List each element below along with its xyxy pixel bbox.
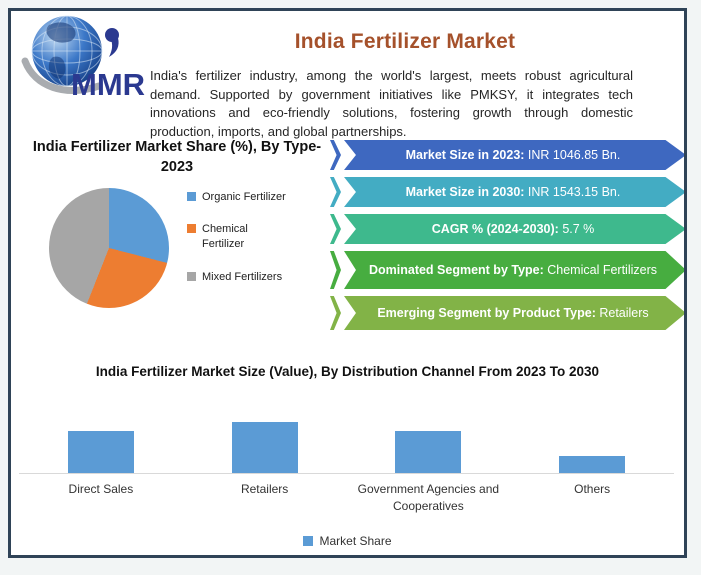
bar-chart-plot xyxy=(19,393,674,474)
bar-column-0 xyxy=(19,393,183,473)
bar-legend: Market Share xyxy=(11,534,684,548)
mmr-logo: MMR xyxy=(19,11,169,106)
pie-chart-section: India Fertilizer Market Share (%), By Ty… xyxy=(23,137,331,308)
pie-legend-item-0: Organic Fertilizer xyxy=(187,190,287,205)
legend-swatch-icon xyxy=(187,191,196,201)
globe-icon: MMR xyxy=(21,15,145,102)
bar-chart-title: India Fertilizer Market Size (Value), By… xyxy=(95,364,600,379)
stat-ribbon-1: Market Size in 2030: INR 1543.15 Bn. xyxy=(330,177,684,207)
bar-column-3 xyxy=(510,393,674,473)
bar-legend-label: Market Share xyxy=(319,534,392,548)
market-description: India's fertilizer industry, among the w… xyxy=(150,68,633,139)
ribbon-text: CAGR % (2024-2030): 5.7 % xyxy=(431,221,595,236)
bar-category-label-3: Others xyxy=(574,482,611,496)
pie-legend-label: Chemical Fertilizer xyxy=(202,223,248,251)
logo-text: MMR xyxy=(71,67,145,102)
ribbon-chevron-tail-icon xyxy=(330,140,341,170)
pie-chart-row: Organic Fertilizer Chemical Fertilizer Mix… xyxy=(23,187,331,308)
bar-category-labels: Direct Sales Retailers Government Agencies… xyxy=(19,481,674,515)
ribbon-band: Market Size in 2023: INR 1046.85 Bn. xyxy=(344,140,684,170)
ribbon-text: Market Size in 2030: INR 1543.15 Bn. xyxy=(405,184,621,199)
pie-legend: Organic Fertilizer Chemical Fertilizer Mix… xyxy=(187,190,287,285)
pie-legend-label: Mixed Fertilizers xyxy=(202,271,283,284)
ribbon-band: Dominated Segment by Type: Chemical Fert… xyxy=(344,251,684,289)
pie-chart xyxy=(49,187,169,308)
pie-legend-item-2: Mixed Fertilizers xyxy=(187,270,287,285)
bar-category-label-2: Government Agencies and Cooperatives xyxy=(357,482,500,513)
ribbon-text: Market Size in 2023: INR 1046.85 Bn. xyxy=(405,147,621,162)
bar-3 xyxy=(559,455,626,473)
ribbon-band: Emerging Segment by Product Type: Retail… xyxy=(344,296,684,330)
pie-legend-label: Organic Fertilizer xyxy=(202,190,286,203)
ribbon-chevron-tail-icon xyxy=(330,296,341,330)
pie-chart-title: India Fertilizer Market Share (%), By Ty… xyxy=(32,139,322,176)
ribbon-text: Emerging Segment by Product Type: Retail… xyxy=(377,305,649,320)
legend-swatch-icon xyxy=(187,272,196,282)
ribbon-text: Dominated Segment by Type: Chemical Fert… xyxy=(368,262,657,277)
bar-1 xyxy=(231,421,298,473)
ribbon-chevron-tail-icon xyxy=(330,251,341,289)
ribbon-chevron-tail-icon xyxy=(330,214,341,244)
page-title: India Fertilizer Market xyxy=(294,30,516,53)
bar-column-1 xyxy=(183,393,347,473)
bar-legend-swatch xyxy=(303,536,314,546)
content-frame: MMR India Fertilizer Market India's fert… xyxy=(8,8,687,558)
stat-ribbon-list: Market Size in 2023: INR 1046.85 Bn. Mark… xyxy=(330,140,684,330)
pie-legend-item-1: Chemical Fertilizer xyxy=(187,222,287,252)
stat-ribbon-0: Market Size in 2023: INR 1046.85 Bn. xyxy=(330,140,684,170)
bar-2 xyxy=(395,430,462,473)
ribbon-chevron-tail-icon xyxy=(330,177,341,207)
ribbon-band: Market Size in 2030: INR 1543.15 Bn. xyxy=(344,177,684,207)
bar-category-label-0: Direct Sales xyxy=(68,482,134,496)
legend-swatch-icon xyxy=(187,224,196,234)
bar-0 xyxy=(67,430,134,473)
stat-ribbon-3: Dominated Segment by Type: Chemical Fert… xyxy=(330,251,684,289)
bar-column-2 xyxy=(347,393,511,473)
bar-category-label-1: Retailers xyxy=(240,482,289,496)
stat-ribbon-2: CAGR % (2024-2030): 5.7 % xyxy=(330,214,684,244)
stat-ribbon-4: Emerging Segment by Product Type: Retail… xyxy=(330,296,684,330)
ribbon-band: CAGR % (2024-2030): 5.7 % xyxy=(344,214,684,244)
